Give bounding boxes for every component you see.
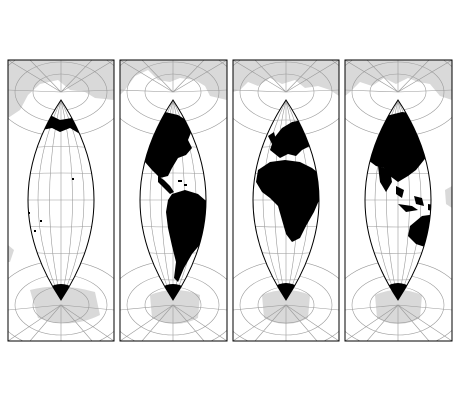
panel-frame	[232, 59, 340, 342]
panel-frame	[119, 59, 228, 342]
lens-outline	[364, 99, 432, 301]
lens-outline	[252, 99, 320, 301]
map-panel	[119, 59, 228, 342]
panel-frame	[344, 59, 453, 342]
lens-outline	[139, 99, 207, 301]
lens-outline	[27, 99, 95, 301]
map-panel	[7, 59, 115, 342]
outer-landmass	[345, 60, 452, 324]
map-panel	[344, 59, 453, 342]
map-panel	[232, 59, 340, 342]
panel-frame	[7, 59, 115, 342]
